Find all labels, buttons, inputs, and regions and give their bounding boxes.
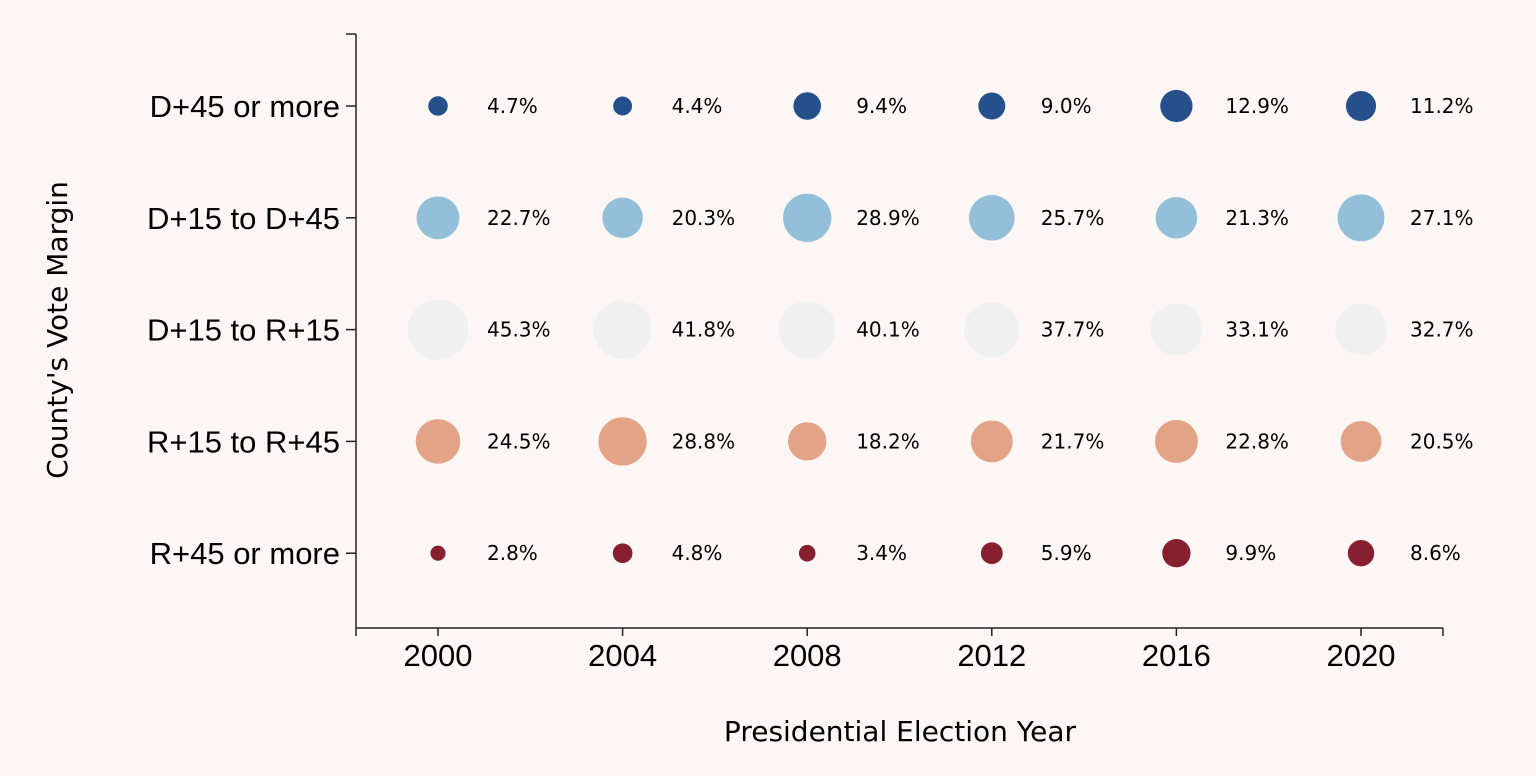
y-tick-label: D+15 to R+15 xyxy=(147,313,340,348)
bubble xyxy=(978,92,1006,120)
bubble xyxy=(968,194,1015,241)
data-label: 24.5% xyxy=(487,429,551,453)
data-label: 28.8% xyxy=(672,429,736,453)
bubble xyxy=(964,301,1020,358)
data-label: 3.4% xyxy=(856,541,907,565)
data-label: 11.2% xyxy=(1410,94,1474,118)
bubble xyxy=(1345,90,1377,122)
bubble xyxy=(1340,421,1382,462)
bubbles xyxy=(407,89,1387,568)
data-label: 12.9% xyxy=(1225,94,1289,118)
bubble xyxy=(798,544,816,562)
y-axis-title: County's Vote Margin xyxy=(41,181,74,479)
y-tick-label: D+45 or more xyxy=(150,89,340,124)
x-tick-label: 2000 xyxy=(404,638,473,673)
data-label: 22.8% xyxy=(1225,429,1289,453)
x-tick-label: 2016 xyxy=(1142,638,1211,673)
data-label: 9.9% xyxy=(1225,541,1276,565)
x-tick-label: 2004 xyxy=(588,638,657,673)
data-label: 20.3% xyxy=(672,206,736,230)
y-tick-label: D+15 to D+45 xyxy=(147,201,340,236)
data-label: 45.3% xyxy=(487,318,551,342)
data-label: 21.7% xyxy=(1041,429,1105,453)
data-label: 25.7% xyxy=(1041,206,1105,230)
data-label: 20.5% xyxy=(1410,429,1474,453)
bubble xyxy=(1347,540,1375,567)
bubble xyxy=(788,422,827,461)
y-axis-ticks: D+45 or more D+15 to D+45 D+15 to R+15 R+15… xyxy=(147,89,356,571)
data-label: 4.8% xyxy=(672,541,723,565)
bubble xyxy=(1335,303,1387,356)
bubble xyxy=(598,417,647,466)
y-tick-label: R+15 to R+45 xyxy=(147,424,340,459)
bubble xyxy=(980,542,1003,565)
axes xyxy=(346,33,1444,636)
bubble xyxy=(1155,197,1198,239)
data-label: 8.6% xyxy=(1410,541,1461,565)
bubble xyxy=(415,419,461,464)
x-tick-label: 2008 xyxy=(773,638,842,673)
data-label: 40.1% xyxy=(856,318,920,342)
bubble xyxy=(778,301,836,359)
data-labels: 4.7% 4.4% 9.4% 9.0% 12.9% 11.2% 22.7% 20.3% 28.9… xyxy=(487,94,1474,565)
data-label: 9.4% xyxy=(856,94,907,118)
bubble xyxy=(1337,194,1385,242)
data-label: 4.4% xyxy=(672,94,723,118)
data-label: 28.9% xyxy=(856,206,920,230)
data-label: 4.7% xyxy=(487,94,538,118)
bubble xyxy=(407,299,469,360)
bubble xyxy=(593,300,652,359)
bubble xyxy=(1154,419,1198,463)
data-label: 32.7% xyxy=(1410,318,1474,342)
bubble xyxy=(970,420,1013,463)
data-label: 27.1% xyxy=(1410,206,1474,230)
x-axis-ticks: 2000 2004 2008 2012 2016 2020 xyxy=(404,628,1396,673)
data-label: 41.8% xyxy=(672,318,736,342)
bubble xyxy=(1162,539,1191,568)
x-tick-label: 2012 xyxy=(957,638,1026,673)
data-label: 18.2% xyxy=(856,429,920,453)
data-label: 37.7% xyxy=(1041,318,1105,342)
bubble xyxy=(416,196,460,240)
bubble xyxy=(430,545,446,561)
data-label: 21.3% xyxy=(1225,206,1289,230)
bubble xyxy=(793,92,821,120)
y-tick-label: R+45 or more xyxy=(150,536,340,571)
data-label: 9.0% xyxy=(1041,94,1092,118)
bubble xyxy=(602,197,643,239)
x-tick-label: 2020 xyxy=(1327,638,1396,673)
data-label: 33.1% xyxy=(1225,318,1289,342)
bubble xyxy=(612,543,633,564)
data-label: 2.8% xyxy=(487,541,538,565)
data-label: 5.9% xyxy=(1041,541,1092,565)
bubble xyxy=(1150,303,1203,356)
x-axis-title: Presidential Election Year xyxy=(724,715,1077,748)
bubble xyxy=(428,96,448,116)
bubble xyxy=(1160,89,1193,123)
data-label: 22.7% xyxy=(487,206,551,230)
bubble xyxy=(783,193,832,242)
bubble xyxy=(613,96,633,116)
